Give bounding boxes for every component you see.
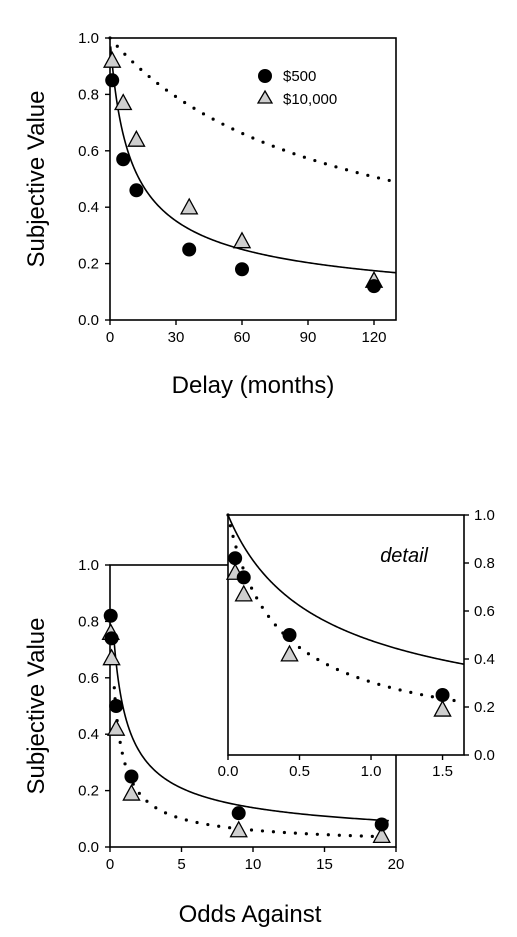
data-point-triangle — [122, 783, 141, 801]
x-tick-label: 120 — [361, 329, 386, 346]
data-point-triangle — [102, 50, 122, 68]
y-tick-label: 1.0 — [474, 507, 495, 524]
data-point-circle — [231, 806, 246, 821]
data-point-triangle — [232, 231, 252, 249]
data-point-triangle — [372, 826, 391, 844]
y-tick-label: 0.4 — [474, 651, 495, 668]
data-point-circle — [105, 73, 120, 88]
data-point-triangle — [234, 584, 253, 602]
y-tick-label: 0.0 — [78, 312, 99, 329]
inset-plot-frame — [227, 514, 465, 756]
data-point-triangle — [229, 820, 248, 838]
y-tick-label: 0.0 — [474, 747, 495, 764]
data-point-triangle — [113, 93, 133, 111]
delay-y-axis-label: Subjective Value — [23, 91, 50, 268]
data-point-circle — [235, 262, 249, 277]
y-tick-label: 0.4 — [78, 726, 99, 743]
detail-inset-chart: 0.0 0.5 1.0 1.5 0.0 0.2 0.4 0.6 0.8 1.0 detail — [218, 507, 495, 780]
y-tick-label: 0.6 — [78, 143, 99, 160]
y-tick-label: 1.0 — [78, 30, 99, 47]
y-tick-label: 1.0 — [78, 557, 99, 574]
fit-line-solid — [227, 514, 465, 665]
probability-discounting-chart: 0 5 10 15 200.00.20.40.60.81.0 Odds Against … — [23, 557, 404, 928]
legend-label-10000: $10,000 — [283, 91, 337, 108]
x-tick-label: 5 — [177, 856, 185, 873]
detail-annotation: detail — [380, 545, 428, 567]
data-point-circle — [182, 242, 197, 257]
x-tick-label: 30 — [168, 329, 185, 346]
fit-line-dotted — [108, 36, 398, 184]
data-point-circle — [104, 631, 119, 646]
data-point-circle — [367, 279, 381, 294]
data-point-triangle — [106, 718, 126, 736]
x-tick-label: 60 — [234, 329, 251, 346]
x-tick-label: 20 — [388, 856, 405, 873]
data-point-triangle — [102, 648, 121, 666]
data-point-circle — [282, 628, 297, 642]
y-tick-label: 0.0 — [78, 839, 99, 856]
data-point-triangle — [127, 129, 146, 147]
data-point-circle — [109, 699, 124, 713]
data-point-circle — [103, 608, 118, 623]
x-tick-label: 0 — [106, 329, 114, 346]
delay-plot-frame — [109, 37, 397, 321]
data-point-circle — [129, 183, 144, 198]
data-point-circle — [435, 688, 450, 702]
fit-line-solid — [109, 46, 397, 274]
data-point-circle — [236, 570, 251, 585]
odds-y-axis-label: Subjective Value — [23, 618, 50, 795]
y-tick-label: 0.2 — [78, 783, 99, 800]
x-tick-label: 0.0 — [218, 763, 239, 780]
fit-line-solid — [113, 643, 389, 822]
delay-x-axis-label: Delay (months) — [172, 372, 335, 399]
legend-marker-triangle — [256, 89, 274, 104]
legend-label-500: $500 — [283, 68, 316, 85]
x-tick-label: 10 — [245, 856, 262, 873]
y-tick-label: 0.2 — [474, 699, 495, 716]
y-tick-label: 0.4 — [78, 199, 99, 216]
data-point-triangle — [179, 197, 199, 215]
data-point-circle — [374, 817, 389, 832]
x-tick-label: 90 — [300, 329, 317, 346]
y-tick-label: 0.8 — [78, 613, 99, 630]
data-point-circle — [124, 769, 139, 784]
y-tick-label: 0.6 — [474, 603, 495, 620]
odds-x-axis-label: Odds Against — [179, 901, 322, 928]
data-point-circle — [228, 551, 243, 566]
y-tick-label: 0.6 — [78, 670, 99, 687]
delay-legend: $500 $10,000 — [256, 68, 337, 108]
x-tick-label: 1.0 — [361, 763, 382, 780]
y-tick-label: 0.8 — [474, 555, 495, 572]
y-tick-label: 0.8 — [78, 86, 99, 103]
legend-marker-circle — [258, 69, 272, 83]
inset-background — [228, 515, 464, 755]
x-tick-label: 0 — [106, 856, 114, 873]
x-tick-label: 15 — [316, 856, 333, 873]
x-tick-label: 1.5 — [432, 763, 453, 780]
y-tick-label: 0.2 — [78, 256, 99, 273]
data-point-triangle — [280, 644, 299, 662]
x-tick-label: 0.5 — [289, 763, 310, 780]
data-point-triangle — [433, 699, 452, 717]
delay-discounting-chart: 0 30 60 90 120 0.0 0.2 0.4 0.6 0.8 1.0 $500 $10,00… — [23, 30, 398, 399]
data-point-circle — [116, 152, 131, 167]
